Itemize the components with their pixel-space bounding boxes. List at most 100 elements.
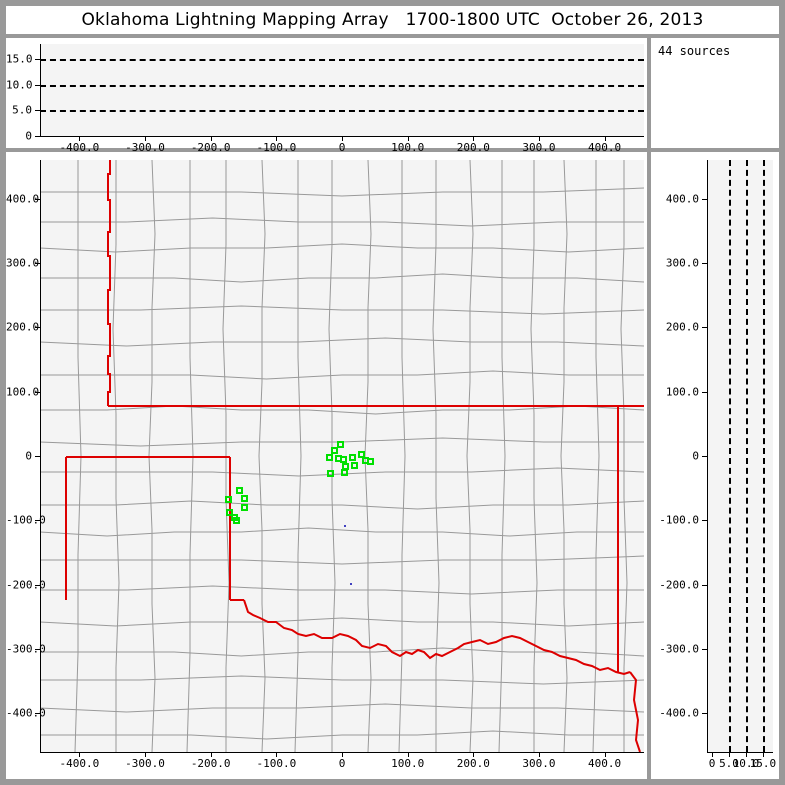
y-tick bbox=[35, 327, 40, 329]
y-tick bbox=[702, 391, 707, 393]
county-border-horizontal bbox=[40, 337, 644, 347]
lightning-source-marker bbox=[326, 469, 334, 477]
state-border-colorado-kansas-west bbox=[107, 160, 111, 406]
county-border-horizontal bbox=[40, 305, 644, 315]
y-tick bbox=[702, 456, 707, 457]
county-border-vertical bbox=[530, 160, 538, 752]
county-border-horizontal bbox=[40, 527, 644, 537]
state-border-red-river-oklahoma-texas bbox=[243, 599, 631, 676]
lightning-source-marker bbox=[349, 454, 356, 462]
x-tick bbox=[538, 136, 540, 141]
x-tick-label: 0 bbox=[338, 757, 346, 770]
x-tick-label: 200.0 bbox=[456, 757, 490, 770]
sources-count-panel: 44 sources bbox=[651, 38, 779, 148]
y-tick bbox=[35, 84, 40, 86]
y-tick bbox=[35, 110, 40, 112]
x-tick-label: 400.0 bbox=[588, 141, 622, 154]
map-geography bbox=[40, 160, 644, 752]
x-tick bbox=[145, 136, 147, 141]
county-border-vertical bbox=[560, 160, 568, 752]
y-tick-label: 0 bbox=[25, 129, 32, 143]
county-border-vertical bbox=[620, 160, 628, 752]
y-axis-line bbox=[707, 160, 708, 752]
y-tick-label: 100.0 bbox=[6, 385, 40, 399]
county-border-vertical bbox=[498, 160, 506, 752]
lightning-source-marker bbox=[337, 440, 345, 448]
x-tick bbox=[762, 752, 764, 757]
y-tick-label: -400.0 bbox=[6, 706, 46, 720]
lightning-source-marker bbox=[367, 458, 375, 466]
altitude-vs-north-south-panel[interactable]: -400.0 -300.0 -200.0 -100.0 0 100.0 200.0 300.0… bbox=[651, 152, 779, 779]
lightning-source-marker bbox=[326, 453, 334, 461]
x-tick-label: 300.0 bbox=[522, 141, 556, 154]
page-title: Oklahoma Lightning Mapping Array 1700-18… bbox=[81, 10, 704, 30]
x-tick bbox=[729, 752, 730, 757]
gridline-horizontal bbox=[40, 59, 644, 62]
x-tick bbox=[79, 136, 81, 141]
x-tick-label: -100.0 bbox=[256, 757, 297, 770]
altitude-vs-east-west-plot-area[interactable] bbox=[40, 44, 644, 136]
county-border-vertical bbox=[258, 160, 266, 752]
x-tick bbox=[342, 752, 343, 757]
x-tick bbox=[342, 136, 343, 141]
x-tick-label: -300.0 bbox=[125, 757, 165, 770]
gridline-vertical bbox=[745, 160, 748, 752]
y-tick bbox=[702, 649, 707, 651]
county-border-horizontal bbox=[40, 703, 644, 713]
y-tick bbox=[35, 391, 40, 393]
lightning-source-marker bbox=[350, 461, 358, 469]
y-tick bbox=[35, 520, 40, 522]
x-tick-label: 15.0 bbox=[749, 757, 777, 770]
x-tick bbox=[210, 136, 212, 141]
lightning-source-marker bbox=[241, 503, 249, 511]
county-border-horizontal bbox=[40, 500, 644, 510]
y-tick-label: -100.0 bbox=[659, 513, 699, 527]
plan-view-map-plot-area[interactable] bbox=[40, 160, 644, 752]
y-tick bbox=[35, 136, 40, 137]
y-tick-label: 400.0 bbox=[6, 192, 40, 206]
x-tick-label: 200.0 bbox=[456, 141, 490, 154]
source-count-label: 44 sources bbox=[658, 44, 731, 58]
county-border-vertical bbox=[592, 160, 600, 752]
x-tick bbox=[712, 752, 714, 757]
plan-view-map-panel[interactable]: -400.0 -300.0 -200.0 -100.0 0 100.0 200.0 300.0… bbox=[6, 152, 647, 779]
y-tick bbox=[35, 584, 40, 586]
y-tick-label: 10.0 bbox=[6, 78, 33, 92]
x-tick-label: 300.0 bbox=[522, 757, 556, 770]
x-tick-label: 100.0 bbox=[391, 141, 425, 154]
x-tick-label: 400.0 bbox=[588, 757, 622, 770]
lightning-source-marker bbox=[330, 447, 338, 455]
lightning-source-marker bbox=[341, 469, 349, 477]
y-tick-label: 5.0 bbox=[12, 103, 32, 117]
county-border-horizontal bbox=[40, 647, 644, 657]
county-border-horizontal bbox=[40, 405, 644, 415]
x-tick-label: 10.0 bbox=[732, 757, 760, 770]
y-tick-label: 0 bbox=[692, 449, 699, 463]
county-border-horizontal bbox=[40, 730, 644, 740]
county-border-horizontal bbox=[40, 370, 644, 380]
x-tick bbox=[407, 752, 409, 757]
y-tick-label: 0 bbox=[25, 449, 32, 463]
altitude-vs-east-west-panel[interactable]: 0 5.0 10.0 15.0 -400.0 -300.0 -200.0 -100.0 0 100… bbox=[6, 38, 647, 154]
x-tick-label: 0 bbox=[338, 141, 346, 154]
county-border-horizontal bbox=[40, 617, 644, 627]
y-tick bbox=[702, 198, 707, 200]
y-axis-line bbox=[40, 44, 41, 136]
lightning-source-marker bbox=[224, 496, 232, 504]
altitude-vs-north-south-plot-area[interactable] bbox=[707, 160, 773, 752]
x-tick-label: -400.0 bbox=[59, 141, 100, 154]
county-border-vertical bbox=[432, 160, 440, 752]
gridline-vertical bbox=[762, 160, 765, 752]
county-border-horizontal bbox=[40, 187, 644, 197]
x-tick-label: -100.0 bbox=[256, 141, 297, 154]
map-speck bbox=[343, 525, 346, 528]
y-tick bbox=[702, 262, 707, 264]
y-tick bbox=[35, 456, 40, 457]
y-tick-label: -300.0 bbox=[6, 642, 46, 656]
x-tick-label: 0 bbox=[708, 757, 716, 770]
lightning-source-marker bbox=[236, 487, 244, 495]
x-tick bbox=[210, 752, 212, 757]
y-tick bbox=[702, 713, 707, 715]
y-tick-label: 200.0 bbox=[665, 320, 699, 334]
x-axis-line bbox=[707, 752, 773, 753]
